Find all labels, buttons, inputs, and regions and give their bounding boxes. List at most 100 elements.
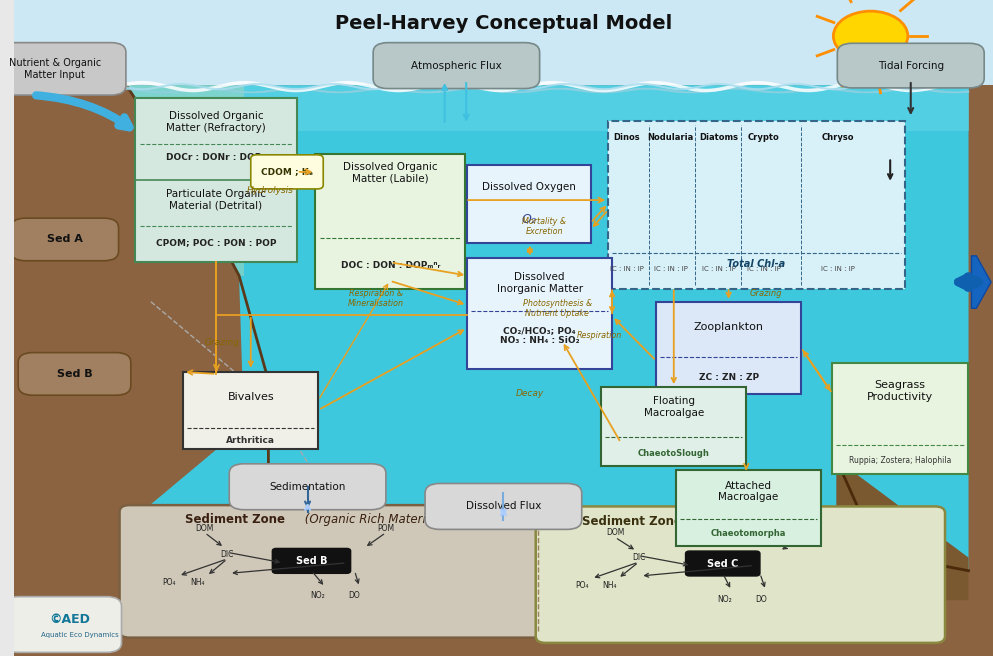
Text: CDOM ; Kₑ: CDOM ; Kₑ xyxy=(261,167,313,176)
Text: DO: DO xyxy=(349,591,360,600)
FancyBboxPatch shape xyxy=(685,551,760,576)
Text: Attached
Macroalgae: Attached Macroalgae xyxy=(718,481,779,502)
Text: Sed C: Sed C xyxy=(707,558,739,569)
Text: Sediment Zone: Sediment Zone xyxy=(582,515,682,528)
Text: DOM: DOM xyxy=(606,528,625,537)
FancyBboxPatch shape xyxy=(4,597,121,652)
Text: ChaeotoSlough: ChaeotoSlough xyxy=(638,449,710,458)
Bar xyxy=(316,154,465,289)
Polygon shape xyxy=(126,85,244,276)
FancyBboxPatch shape xyxy=(11,218,118,260)
Text: IC : IN : IP: IC : IN : IP xyxy=(702,266,736,272)
Text: O₂: O₂ xyxy=(521,213,536,226)
FancyBboxPatch shape xyxy=(18,353,131,395)
Text: Crypto: Crypto xyxy=(748,133,780,142)
Bar xyxy=(135,98,297,262)
Text: Sed B: Sed B xyxy=(296,556,328,566)
Text: Sedimentation: Sedimentation xyxy=(269,482,346,492)
FancyBboxPatch shape xyxy=(0,43,126,95)
Text: Nodularia: Nodularia xyxy=(647,133,694,142)
Text: NO₂: NO₂ xyxy=(310,591,325,600)
Text: PO₄: PO₄ xyxy=(575,581,589,590)
Text: Diatoms: Diatoms xyxy=(699,133,739,142)
Text: POM: POM xyxy=(377,523,394,533)
Text: IC : IN : IP: IC : IN : IP xyxy=(821,266,855,272)
Text: Mortality &
Excretion: Mortality & Excretion xyxy=(522,216,567,236)
Bar xyxy=(467,165,591,243)
Text: NO₂: NO₂ xyxy=(717,595,732,604)
Bar xyxy=(832,363,967,474)
FancyBboxPatch shape xyxy=(373,43,539,89)
Polygon shape xyxy=(126,85,968,131)
Polygon shape xyxy=(14,85,244,525)
Text: (Organic Rich Material): (Organic Rich Material) xyxy=(301,513,441,526)
Text: Chaeotomorpha: Chaeotomorpha xyxy=(711,529,785,538)
Text: Total Chl-a: Total Chl-a xyxy=(728,258,785,269)
Bar xyxy=(467,258,612,369)
FancyBboxPatch shape xyxy=(229,464,386,510)
Text: PO₄: PO₄ xyxy=(162,578,176,587)
Text: Dissolved
Inorganic Matter: Dissolved Inorganic Matter xyxy=(496,272,583,293)
Text: Respiration: Respiration xyxy=(577,331,622,340)
Text: Seagrass
Productivity: Seagrass Productivity xyxy=(867,380,933,401)
Text: ©AED: ©AED xyxy=(49,613,90,626)
Text: Dissolved Flux: Dissolved Flux xyxy=(466,501,541,512)
Text: CPOM; POC : PON : POP: CPOM; POC : PON : POP xyxy=(156,238,276,247)
Bar xyxy=(676,470,820,546)
Text: Particulate Organic
Material (Detrital): Particulate Organic Material (Detrital) xyxy=(166,190,266,211)
Text: Chryso: Chryso xyxy=(822,133,855,142)
Bar xyxy=(183,372,319,449)
Text: Grazing: Grazing xyxy=(205,338,239,347)
Polygon shape xyxy=(836,459,968,600)
Text: Peel-Harvey Conceptual Model: Peel-Harvey Conceptual Model xyxy=(335,14,672,33)
Text: Floating
Macroalgae: Floating Macroalgae xyxy=(643,396,704,417)
Text: Bivalves: Bivalves xyxy=(227,392,274,401)
Text: Hydrolysis: Hydrolysis xyxy=(247,186,294,195)
Text: Dissolved Organic
Matter (Refractory): Dissolved Organic Matter (Refractory) xyxy=(166,112,266,133)
Text: Photosynthesis &
Nutrient Uptake: Photosynthesis & Nutrient Uptake xyxy=(522,298,592,318)
Text: Sediment Zone: Sediment Zone xyxy=(185,513,285,526)
FancyBboxPatch shape xyxy=(837,43,984,88)
Text: Aquatic Eco Dynamics: Aquatic Eco Dynamics xyxy=(42,632,119,638)
Text: Respiration &
Mineralisation: Respiration & Mineralisation xyxy=(348,289,404,308)
Text: Sed B: Sed B xyxy=(57,369,92,379)
Bar xyxy=(14,0,993,85)
Text: (Sandy Material): (Sandy Material) xyxy=(697,515,798,528)
Text: IC : IN : IP: IC : IN : IP xyxy=(747,266,780,272)
Text: CO₂/HCO₃; PO₄
NO₃ : NH₄ : SiO₂: CO₂/HCO₃; PO₄ NO₃ : NH₄ : SiO₂ xyxy=(499,326,580,345)
Text: Tidal Forcing: Tidal Forcing xyxy=(878,60,943,71)
Text: Ruppia; Zostera; Halophila: Ruppia; Zostera; Halophila xyxy=(849,456,951,465)
Text: NH₄: NH₄ xyxy=(191,578,206,587)
Text: Arthritica: Arthritica xyxy=(226,436,275,445)
Polygon shape xyxy=(126,85,968,620)
Text: Nutrient & Organic
Matter Input: Nutrient & Organic Matter Input xyxy=(9,58,101,79)
Text: Decay: Decay xyxy=(515,389,544,398)
Text: DOM: DOM xyxy=(196,523,213,533)
Text: Sed A: Sed A xyxy=(47,234,82,245)
Text: DO: DO xyxy=(755,595,767,604)
Text: Grazing: Grazing xyxy=(750,289,782,298)
Text: POM: POM xyxy=(793,528,810,537)
FancyBboxPatch shape xyxy=(272,548,351,573)
Text: Dissolved Organic
Matter (Labile): Dissolved Organic Matter (Labile) xyxy=(343,162,438,184)
Text: DIC: DIC xyxy=(632,553,645,562)
FancyBboxPatch shape xyxy=(119,505,545,638)
Text: DOC : DON : DOPₘⁿᵣ: DOC : DON : DOPₘⁿᵣ xyxy=(341,261,440,270)
Bar xyxy=(602,387,747,466)
Bar xyxy=(656,302,801,394)
FancyArrow shape xyxy=(971,256,991,308)
Text: Dissolved Oxygen: Dissolved Oxygen xyxy=(482,182,576,192)
FancyBboxPatch shape xyxy=(535,506,945,643)
FancyBboxPatch shape xyxy=(425,483,582,529)
Text: DIC: DIC xyxy=(220,550,234,559)
Text: Dinos: Dinos xyxy=(614,133,640,142)
Text: IC : IN : IP: IC : IN : IP xyxy=(610,266,643,272)
Text: Atmospheric Flux: Atmospheric Flux xyxy=(411,60,501,71)
Bar xyxy=(608,121,905,289)
Text: IC : IN : IP: IC : IN : IP xyxy=(654,266,688,272)
Text: ZC : ZN : ZP: ZC : ZN : ZP xyxy=(698,373,759,382)
FancyBboxPatch shape xyxy=(251,155,324,189)
Circle shape xyxy=(833,11,908,61)
Text: NH₄: NH₄ xyxy=(602,581,617,590)
Text: DOCr : DONr : DOPr: DOCr : DONr : DOPr xyxy=(166,153,266,162)
